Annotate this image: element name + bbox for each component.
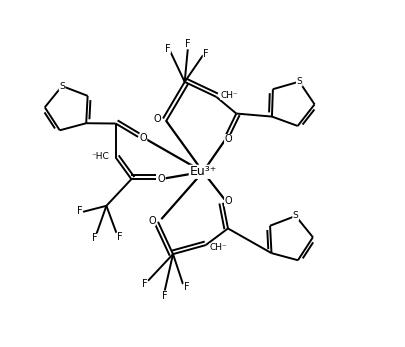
Text: F: F [77, 206, 82, 216]
Text: F: F [183, 282, 189, 293]
Text: Eu³⁺: Eu³⁺ [189, 165, 216, 178]
Text: F: F [185, 39, 190, 49]
Text: F: F [162, 291, 167, 301]
Text: F: F [165, 44, 171, 53]
Text: O: O [158, 174, 165, 184]
Text: F: F [117, 232, 122, 242]
Text: F: F [141, 279, 147, 289]
Text: S: S [296, 77, 301, 86]
Text: S: S [292, 211, 298, 220]
Text: F: F [202, 49, 208, 59]
Text: O: O [224, 134, 231, 144]
Text: S: S [59, 82, 65, 91]
Text: O: O [148, 216, 156, 226]
Text: O: O [153, 113, 160, 124]
Text: O: O [139, 133, 147, 143]
Text: ⁻HC: ⁻HC [92, 152, 109, 161]
Text: F: F [92, 233, 97, 243]
Text: CH⁻: CH⁻ [209, 243, 227, 252]
Text: CH⁻: CH⁻ [220, 91, 237, 100]
Text: O: O [224, 196, 231, 206]
